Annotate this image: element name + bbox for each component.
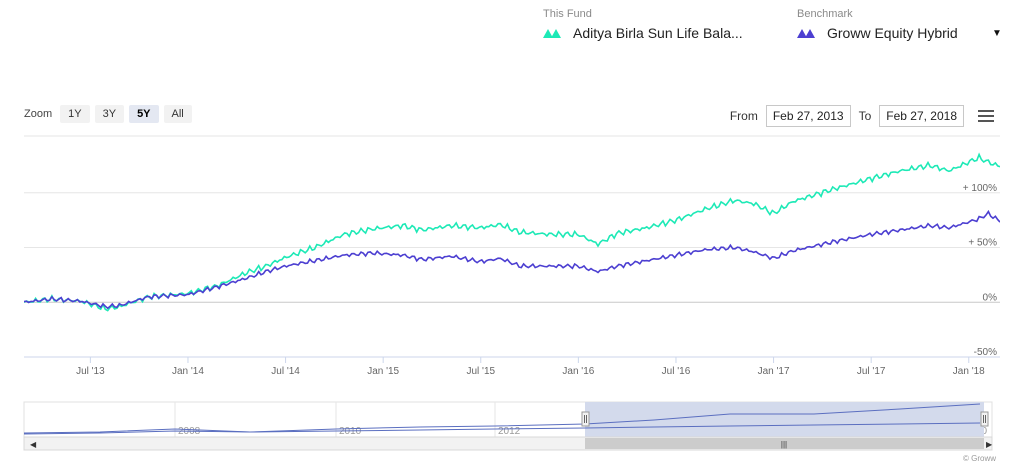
to-label: To bbox=[858, 109, 872, 123]
fund-legend-name: Aditya Birla Sun Life Bala... bbox=[573, 25, 743, 41]
y-tick-label: + 100% bbox=[963, 183, 997, 194]
zoom-button-5y[interactable]: 5Y bbox=[129, 105, 159, 123]
x-tick-label: Jul '13 bbox=[76, 366, 105, 377]
x-tick-label: Jan '14 bbox=[172, 366, 204, 377]
navigator-tick-label: 2012 bbox=[498, 426, 521, 437]
x-tick-label: Jan '17 bbox=[758, 366, 790, 377]
navigator-right-handle[interactable] bbox=[980, 411, 989, 427]
scrollbar-thumb[interactable] bbox=[585, 438, 984, 449]
fund-series-line bbox=[24, 152, 1000, 312]
scrollbar-grip-icon: ||| bbox=[781, 440, 787, 449]
zoom-bar: Zoom 1Y 3Y 5Y All bbox=[24, 105, 192, 123]
x-tick-label: Jul '14 bbox=[271, 366, 300, 377]
fund-legend[interactable]: This Fund Aditya Birla Sun Life Bala... bbox=[543, 8, 743, 41]
date-range-bar: From Feb 27, 2013 To Feb 27, 2018 bbox=[730, 105, 964, 127]
zoom-button-all[interactable]: All bbox=[163, 105, 192, 123]
navigator-tick-label: 2010 bbox=[339, 426, 362, 437]
x-tick-label: Jul '17 bbox=[857, 366, 886, 377]
x-tick-label: Jul '15 bbox=[466, 366, 495, 377]
caret-down-icon[interactable]: ▼ bbox=[992, 28, 1002, 39]
y-tick-label: 0% bbox=[983, 292, 998, 303]
zoom-button-3y[interactable]: 3Y bbox=[94, 105, 125, 123]
benchmark-legend[interactable]: Benchmark Groww Equity Hybrid bbox=[797, 8, 958, 41]
y-tick-label: -50% bbox=[974, 347, 997, 358]
benchmark-legend-name: Groww Equity Hybrid bbox=[827, 25, 958, 41]
x-tick-label: Jan '15 bbox=[367, 366, 399, 377]
scroll-right-arrow-icon[interactable]: ▶ bbox=[986, 440, 993, 449]
benchmark-legend-caption: Benchmark bbox=[797, 8, 853, 20]
credit-label: © Groww bbox=[963, 454, 996, 463]
fund-legend-icon bbox=[543, 29, 561, 38]
fund-legend-caption: This Fund bbox=[543, 8, 592, 20]
x-tick-label: Jul '16 bbox=[662, 366, 691, 377]
to-date-input[interactable]: Feb 27, 2018 bbox=[879, 105, 964, 127]
from-date-input[interactable]: Feb 27, 2013 bbox=[765, 105, 851, 127]
x-tick-label: Jan '16 bbox=[562, 366, 594, 377]
y-tick-label: + 50% bbox=[968, 238, 997, 249]
zoom-button-1y[interactable]: 1Y bbox=[60, 105, 90, 123]
benchmark-legend-icon bbox=[797, 29, 815, 38]
hamburger-menu-icon[interactable] bbox=[978, 110, 994, 123]
scroll-left-arrow-icon[interactable]: ◀ bbox=[30, 440, 37, 449]
navigator-benchmark-line bbox=[24, 422, 981, 435]
zoom-label: Zoom bbox=[24, 108, 53, 120]
x-tick-label: Jan '18 bbox=[953, 366, 985, 377]
from-label: From bbox=[729, 109, 758, 123]
navigator[interactable]: 2008201020122014201620 ||| ◀ ▶ bbox=[23, 401, 993, 451]
navigator-fund-line bbox=[24, 403, 981, 434]
navigator-left-handle[interactable] bbox=[581, 411, 590, 427]
benchmark-series-line bbox=[24, 209, 1000, 310]
